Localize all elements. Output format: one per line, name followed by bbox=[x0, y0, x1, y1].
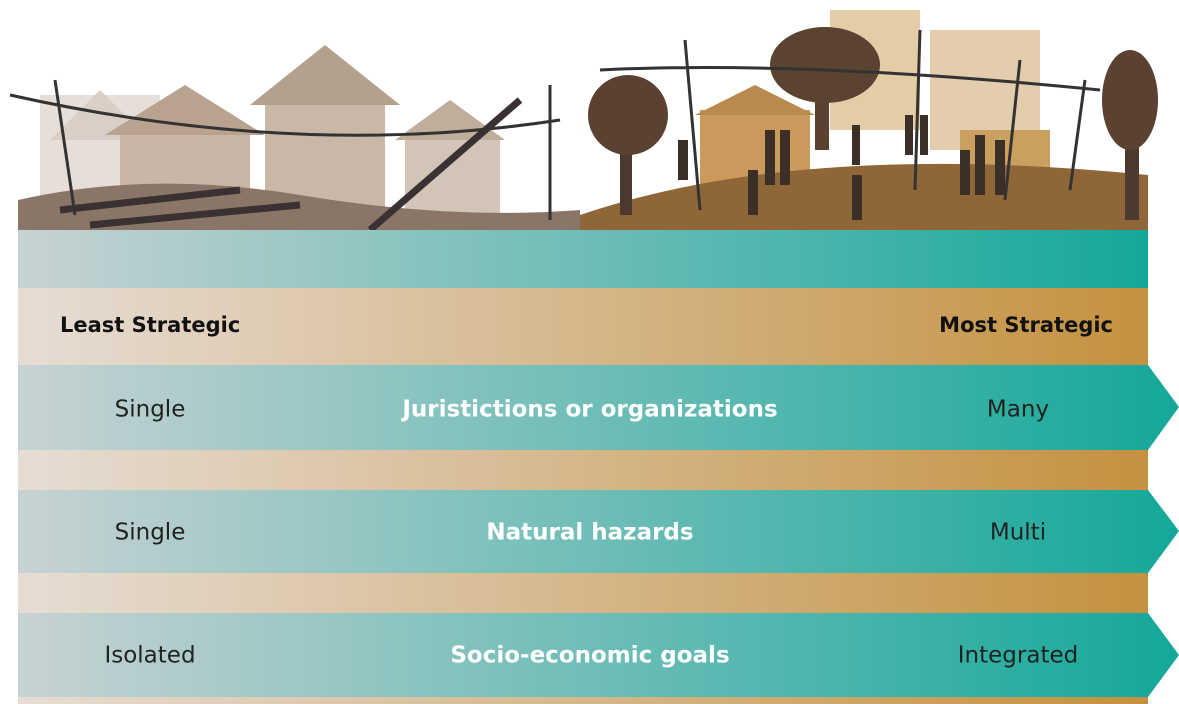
page: Least Strategic Most Strategic Single Ju… bbox=[0, 0, 1179, 704]
row-right: Multi bbox=[990, 520, 1046, 546]
row-left: Isolated bbox=[104, 643, 195, 669]
separator-band bbox=[18, 697, 1148, 704]
row-right: Integrated bbox=[958, 643, 1078, 669]
row-left: Single bbox=[115, 520, 186, 546]
row-center: Socio-economic goals bbox=[450, 643, 729, 669]
row-left: Single bbox=[115, 397, 186, 423]
separator-band bbox=[18, 450, 1148, 490]
row-center: Juristictions or organizations bbox=[400, 397, 777, 423]
row-center: Natural hazards bbox=[486, 520, 693, 546]
illustration bbox=[10, 10, 1158, 288]
infographic: Least Strategic Most Strategic Single Ju… bbox=[0, 0, 1179, 704]
header-right: Most Strategic bbox=[939, 313, 1113, 337]
header-left: Least Strategic bbox=[60, 313, 240, 337]
separator-band bbox=[18, 573, 1148, 613]
row-right: Many bbox=[987, 397, 1049, 423]
